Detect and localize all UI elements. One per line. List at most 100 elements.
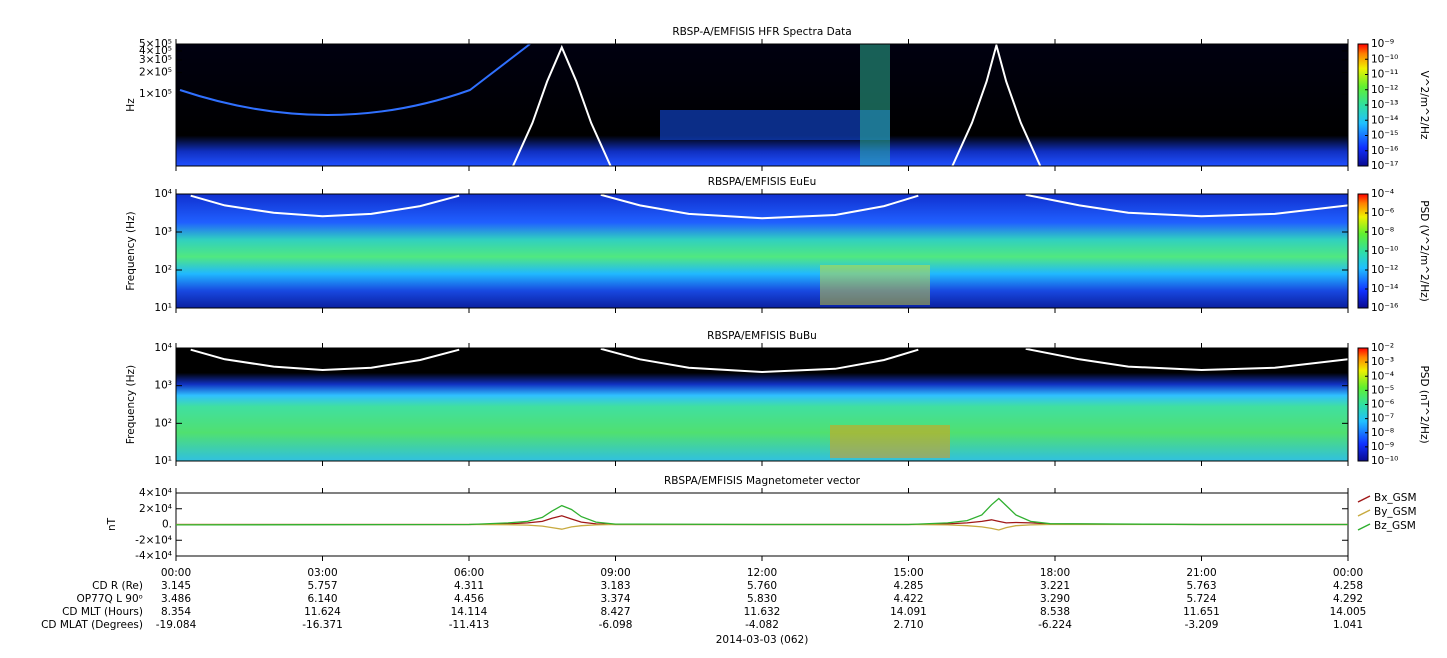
- colorbar-tick-label: 10⁻¹⁷: [1371, 160, 1398, 172]
- y-axis-label: Frequency (Hz): [125, 365, 137, 444]
- x-tick-label: 06:00: [454, 567, 484, 579]
- colorbar-tick-label: 10⁻⁵: [1371, 384, 1394, 396]
- plot-frame: [175, 193, 1349, 309]
- ephemeris-value: -16.371: [302, 619, 343, 631]
- ephemeris-value: 3.183: [600, 580, 630, 592]
- legend-label: Bx_GSM: [1374, 492, 1417, 504]
- ephemeris-value: -6.224: [1038, 619, 1072, 631]
- colorbar-tick-label: 10⁻¹⁵: [1371, 130, 1398, 142]
- y-tick-label: 3×10⁵: [139, 54, 172, 66]
- ephemeris-value: 14.091: [890, 606, 927, 618]
- y-tick-label: 10²: [154, 417, 172, 429]
- x-tick-label: 09:00: [600, 567, 630, 579]
- ephemeris-value: 3.221: [1040, 580, 1070, 592]
- ephemeris-value: 5.757: [307, 580, 337, 592]
- colorbar-tick-label: 10⁻³: [1371, 356, 1394, 368]
- x-tick-label: 00:00: [161, 567, 191, 579]
- ephemeris-label: OP77Q L 90ᵒ: [77, 593, 143, 605]
- colorbar-tick-label: 10⁻²: [1371, 342, 1394, 354]
- y-tick-label: 10¹: [154, 455, 172, 467]
- hfr-feature: [179, 43, 531, 116]
- fce-curve: [190, 194, 1348, 220]
- series-line: [176, 515, 1348, 526]
- colorbar-tick-label: 10⁻¹²: [1371, 264, 1398, 276]
- ephemeris-value: 5.763: [1186, 580, 1216, 592]
- ephemeris-value: 14.114: [451, 606, 488, 618]
- ephemeris-value: 3.486: [161, 593, 191, 605]
- ephemeris-value: 8.354: [161, 606, 191, 618]
- ephemeris-value: 11.632: [744, 606, 781, 618]
- y-tick-label: 0.: [162, 519, 172, 531]
- ephemeris-value: 8.538: [1040, 606, 1070, 618]
- ephemeris-value: -3.209: [1185, 619, 1219, 631]
- legend-label: By_GSM: [1374, 506, 1417, 518]
- colorbar-tick-label: 10⁻⁹: [1371, 38, 1394, 50]
- ephemeris-value: 6.140: [307, 593, 337, 605]
- series-line: [175, 497, 1348, 526]
- y-tick-label: 10²: [154, 264, 172, 276]
- panel-title: RBSPA/EMFISIS Magnetometer vector: [664, 475, 861, 487]
- colorbar-tick-label: 10⁻¹⁶: [1371, 145, 1398, 157]
- y-tick-label: 4×10⁵: [139, 45, 172, 57]
- ephemeris-value: 5.830: [747, 593, 777, 605]
- x-tick-label: 12:00: [747, 567, 777, 579]
- ephemeris-value: 8.427: [600, 606, 630, 618]
- y-tick-label: -4×10⁴: [135, 550, 172, 562]
- ephemeris-value: 5.760: [747, 580, 777, 592]
- ephemeris-label: CD R (Re): [92, 580, 143, 592]
- colorbar-tick-label: 10⁻¹⁰: [1371, 53, 1398, 65]
- colorbar-tick-label: 10⁻¹⁶: [1371, 302, 1398, 314]
- ephemeris-value: 2.710: [893, 619, 923, 631]
- colorbar-tick-label: 10⁻¹¹: [1371, 69, 1398, 81]
- panel-title: RBSP-A/EMFISIS HFR Spectra Data: [672, 26, 851, 38]
- colorbar-tick-label: 10⁻¹⁰: [1371, 455, 1398, 467]
- colorbar-tick-label: 10⁻⁹: [1371, 441, 1394, 453]
- ephemeris-value: 14.005: [1330, 606, 1367, 618]
- bubu-image: [176, 348, 1348, 461]
- y-tick-label: 1×10⁵: [139, 88, 172, 100]
- colorbar-tick-label: 10⁻⁶: [1371, 207, 1394, 219]
- y-tick-label: 10¹: [154, 302, 172, 314]
- date-label: 2014-03-03 (062): [716, 634, 809, 646]
- ephemeris-value: 4.311: [454, 580, 484, 592]
- eueu-feature: [820, 265, 930, 305]
- ephemeris-value: 4.292: [1333, 593, 1363, 605]
- colorbar-tick-label: 10⁻⁶: [1371, 399, 1394, 411]
- ephemeris-value: 4.456: [454, 593, 484, 605]
- legend-swatch: [1357, 495, 1371, 503]
- legend-swatch: [1357, 523, 1371, 531]
- y-tick-label: 10⁴: [154, 342, 172, 354]
- legend-swatch: [1357, 509, 1371, 517]
- y-axis-label: Frequency (Hz): [125, 211, 137, 290]
- y-tick-label: 4×10⁴: [139, 487, 172, 499]
- x-tick-label: 21:00: [1186, 567, 1216, 579]
- bubu-feature: [830, 425, 950, 458]
- ephemeris-label: CD MLAT (Degrees): [41, 619, 143, 631]
- ephemeris-value: 4.422: [893, 593, 923, 605]
- ephemeris-value: 4.258: [1333, 580, 1363, 592]
- ephemeris-label: CD MLT (Hours): [62, 606, 143, 618]
- hfr-feature: [660, 110, 890, 140]
- fce-curve: [190, 348, 1348, 374]
- colorbar-tick-label: 10⁻¹³: [1371, 99, 1398, 111]
- y-tick-label: 2×10⁴: [139, 503, 172, 515]
- colorbar-tick-label: 10⁻¹⁴: [1371, 283, 1398, 295]
- y-axis-label: nT: [106, 517, 118, 531]
- y-axis-label: Hz: [125, 98, 137, 112]
- y-tick-label: 10⁴: [154, 188, 172, 200]
- eueu-image: [176, 194, 1348, 308]
- x-tick-label: 03:00: [307, 567, 337, 579]
- ephemeris-value: -4.082: [745, 619, 779, 631]
- ephemeris-value: 3.145: [161, 580, 191, 592]
- x-tick-label: 18:00: [1040, 567, 1070, 579]
- ephemeris-value: 4.285: [893, 580, 923, 592]
- colorbar-tick-label: 10⁻⁴: [1371, 370, 1394, 382]
- y-tick-label: 10³: [154, 380, 172, 392]
- ephemeris-value: -19.084: [156, 619, 197, 631]
- y-tick-label: 2×10⁵: [139, 67, 172, 79]
- ephemeris-value: 5.724: [1186, 593, 1216, 605]
- y-tick-label: -2×10⁴: [135, 534, 172, 546]
- hfr-feature: [860, 44, 890, 166]
- hfr-image: [176, 44, 1348, 166]
- ephemeris-value: 11.651: [1183, 606, 1220, 618]
